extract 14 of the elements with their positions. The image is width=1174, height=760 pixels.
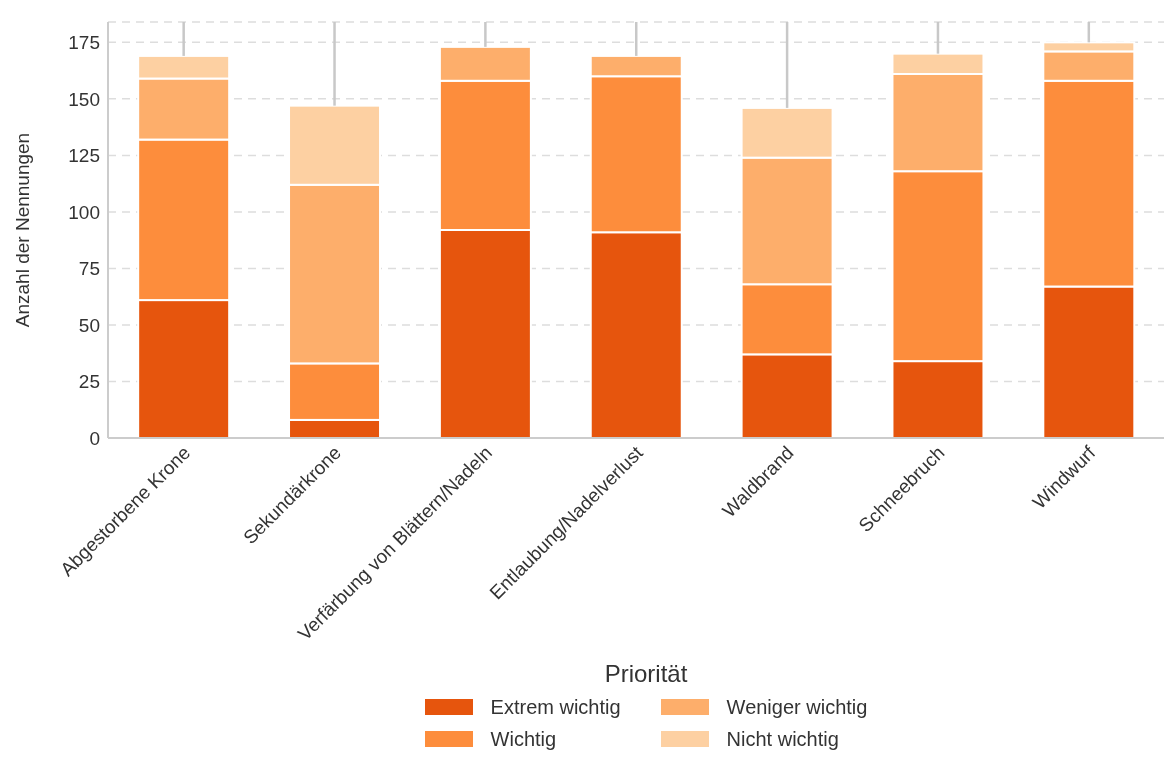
legend-label: Nicht wichtig (726, 727, 839, 751)
y-tick-label: 50 (78, 314, 100, 336)
y-tick-label: 100 (68, 201, 100, 223)
y-tick-label: 125 (68, 145, 100, 167)
y-tick-label: 0 (89, 427, 100, 449)
legend-label: Extrem wichtig (490, 695, 621, 719)
y-tick-label: 175 (68, 32, 100, 54)
y-axis-title: Anzahl der Nennungen (11, 132, 33, 328)
legend-label: Weniger wichtig (726, 695, 868, 719)
legend-label: Wichtig (490, 727, 557, 751)
y-tick-label: 150 (68, 88, 100, 110)
legend-title: Priorität (603, 660, 689, 688)
y-tick-label: 25 (78, 371, 100, 393)
y-tick-label: 75 (78, 258, 100, 280)
